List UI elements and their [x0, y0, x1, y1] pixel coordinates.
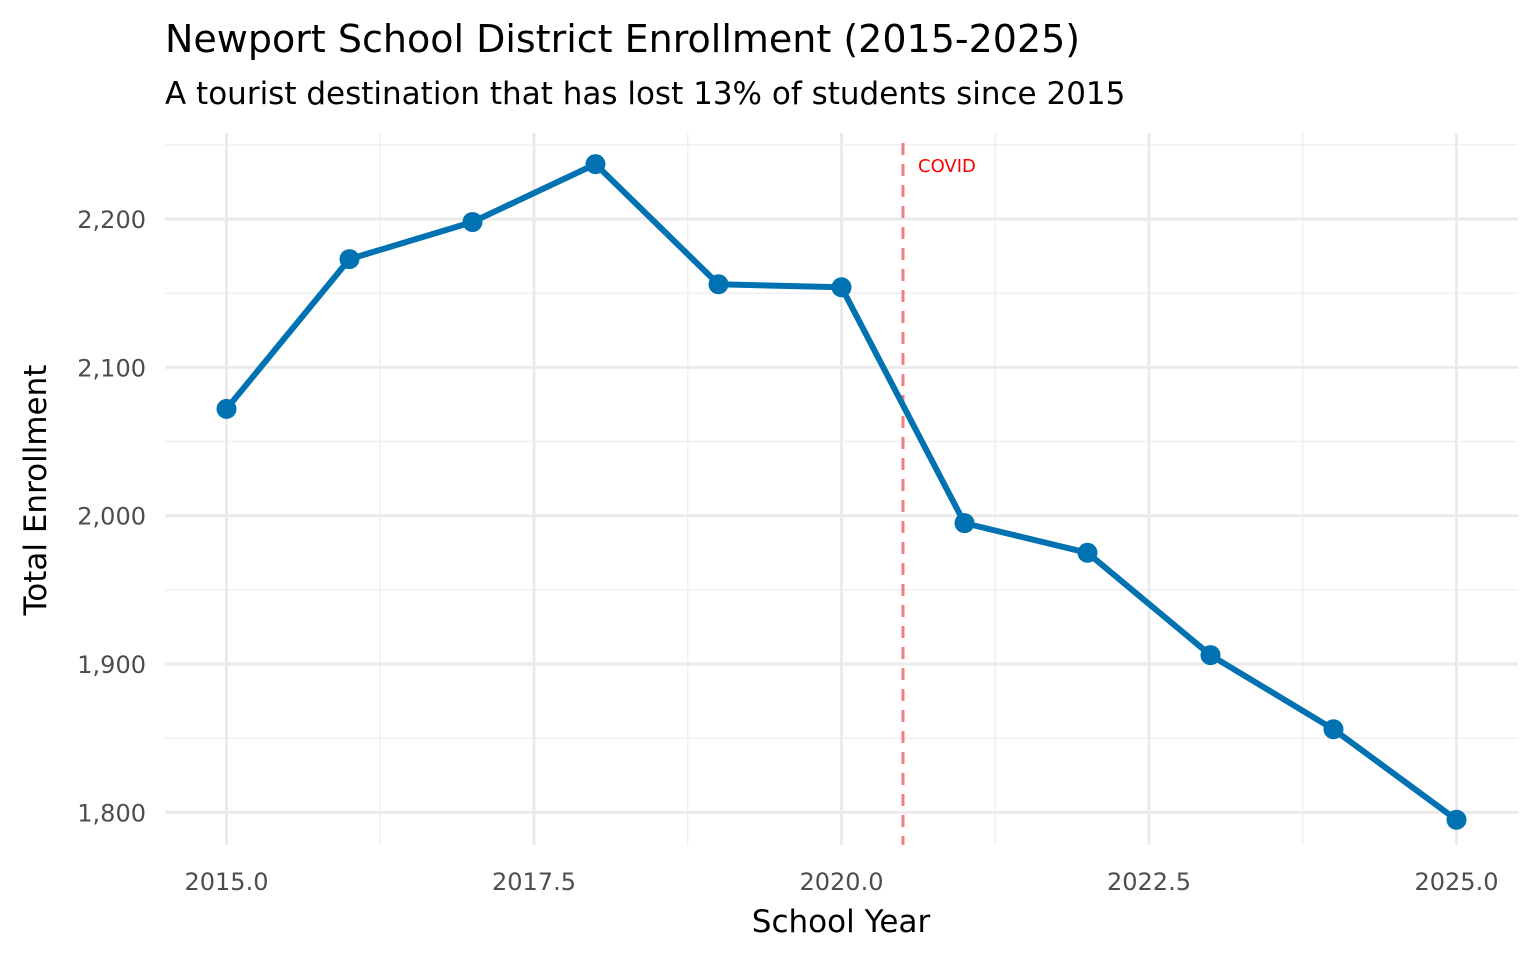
- x-tick-label: 2017.5: [492, 868, 576, 896]
- data-point: [954, 513, 975, 534]
- chart-title: Newport School District Enrollment (2015…: [165, 17, 1080, 61]
- data-point: [339, 249, 360, 270]
- x-tick-label: 2022.5: [1107, 868, 1191, 896]
- data-point: [1077, 542, 1098, 563]
- y-tick-label: 1,800: [77, 799, 146, 827]
- x-tick-label: 2025.0: [1415, 868, 1499, 896]
- data-point: [1446, 809, 1467, 830]
- data-point: [216, 398, 237, 419]
- chart-subtitle: A tourist destination that has lost 13% …: [165, 76, 1125, 112]
- data-point: [462, 212, 483, 232]
- data-point: [585, 154, 606, 175]
- grid: [165, 133, 1518, 845]
- x-tick-label: 2020.0: [800, 868, 884, 896]
- y-tick-label: 1,900: [77, 651, 146, 679]
- x-tick-label: 2015.0: [185, 868, 269, 896]
- x-axis-ticks: 2015.0 2017.5 2020.0 2022.5 2025.0: [185, 868, 1499, 896]
- y-tick-label: 2,200: [77, 206, 146, 234]
- series-line: [216, 154, 1467, 830]
- data-point: [1200, 645, 1221, 666]
- y-axis-label: Total Enrollment: [18, 365, 54, 617]
- data-point: [1323, 719, 1344, 740]
- y-tick-label: 2,000: [77, 503, 146, 531]
- data-point: [708, 274, 729, 295]
- y-axis-ticks: 1,800 1,900 2,000 2,100 2,200: [77, 206, 146, 827]
- data-point: [831, 277, 852, 298]
- covid-label: COVID: [918, 156, 976, 177]
- x-axis-label: School Year: [752, 904, 931, 940]
- y-tick-label: 2,100: [77, 354, 146, 382]
- covid-annotation: COVID: [901, 143, 976, 845]
